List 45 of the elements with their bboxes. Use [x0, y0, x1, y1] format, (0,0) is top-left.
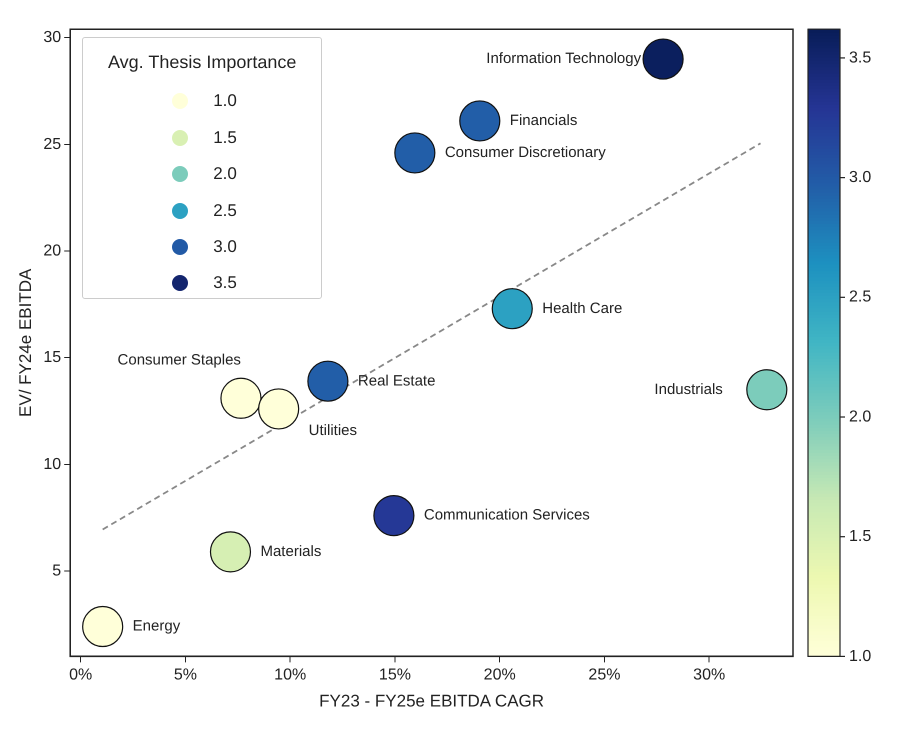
- point: [82, 606, 124, 648]
- x-tick-label: 30%: [693, 666, 726, 684]
- legend-title: Avg. Thesis Importance: [106, 52, 298, 74]
- annotation: Communication Services: [424, 506, 590, 524]
- color-bar-label: 2.5: [849, 288, 872, 306]
- annotation: Real Estate: [358, 372, 436, 390]
- point: [307, 360, 348, 402]
- annotation: Financials: [510, 112, 578, 130]
- x-tick-label: 5%: [174, 666, 197, 684]
- color-key: Avg. Thesis Importance 1.0 1.5 2.0 2.5 3.0 3.5: [82, 37, 322, 300]
- annotation: Consumer Staples: [118, 351, 241, 368]
- y-tick-label: 30: [43, 29, 62, 46]
- y-tick-label: 5: [52, 562, 62, 580]
- y-tick-label: 15: [43, 349, 62, 366]
- x-tick-label: 10%: [274, 666, 306, 684]
- annotation: Industrials: [654, 380, 723, 398]
- x-tick-label: 15%: [378, 666, 411, 684]
- point: [459, 100, 500, 142]
- annotation: Energy: [132, 618, 181, 635]
- annotation: Utilities: [308, 422, 357, 440]
- color-bar-label: 1.0: [849, 648, 872, 665]
- y-axis-title: EV/ FY24e EBITDA: [16, 268, 35, 417]
- y-tick-label: 25: [43, 136, 62, 153]
- color-bar-label: 1.5: [849, 528, 872, 546]
- x-axis-title: FY23 - FY25e EBITDA CAGR: [319, 691, 544, 710]
- annotation: Information Technology: [486, 50, 642, 68]
- point: [373, 495, 414, 536]
- x-tick-label: 20%: [484, 666, 516, 684]
- point: [492, 288, 533, 330]
- color-bar-label: 3.5: [849, 49, 872, 66]
- y-tick-label: 10: [43, 456, 62, 473]
- x-tick-label: 25%: [588, 666, 620, 684]
- annotation: Materials: [260, 543, 322, 560]
- color-bar-label: 2.0: [849, 408, 872, 426]
- point: [220, 378, 262, 419]
- annotation: Consumer Discretionary: [444, 144, 606, 162]
- y-tick-label: 20: [43, 242, 62, 260]
- point: [642, 38, 684, 80]
- color-bar-label: 3.0: [849, 169, 872, 186]
- x-tick-label: 0%: [69, 666, 92, 684]
- point: [258, 388, 300, 430]
- annotation: Health Care: [542, 300, 622, 317]
- point: [746, 369, 788, 410]
- point: [210, 531, 252, 572]
- point: [394, 132, 436, 174]
